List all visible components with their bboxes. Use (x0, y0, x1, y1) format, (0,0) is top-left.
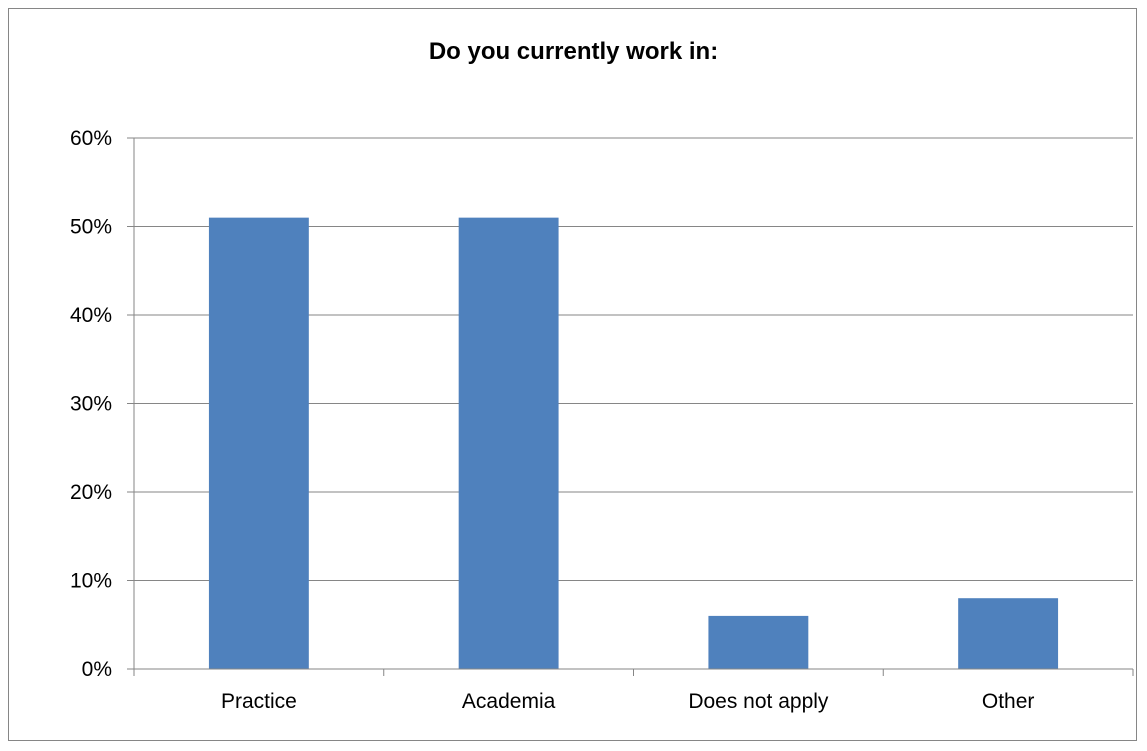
y-tick-label: 40% (70, 304, 112, 327)
tick-labels: 0% 10% 20% 30% 40% 50% 60% Practice Academia Does… (70, 127, 1034, 713)
x-tick-label: Other (982, 690, 1035, 713)
y-tick-label: 50% (70, 216, 112, 239)
x-tick-label: Does not apply (688, 690, 829, 713)
bar-practice[interactable] (208, 217, 309, 669)
y-tick-label: 60% (70, 127, 112, 150)
axes (127, 137, 1134, 676)
bars (208, 217, 1059, 669)
x-tick-label: Academia (462, 690, 556, 713)
chart-frame (8, 8, 1137, 741)
x-tick-label: Practice (221, 690, 297, 713)
bar-other[interactable] (958, 598, 1059, 669)
bar-academia[interactable] (458, 217, 559, 669)
chart-title: Do you currently work in: (428, 38, 719, 65)
y-tick-label: 0% (82, 658, 112, 681)
y-tick-label: 10% (70, 570, 112, 593)
y-tick-label: 20% (70, 481, 112, 504)
bar-does-not-apply[interactable] (708, 615, 809, 669)
y-tick-label: 30% (70, 393, 112, 416)
